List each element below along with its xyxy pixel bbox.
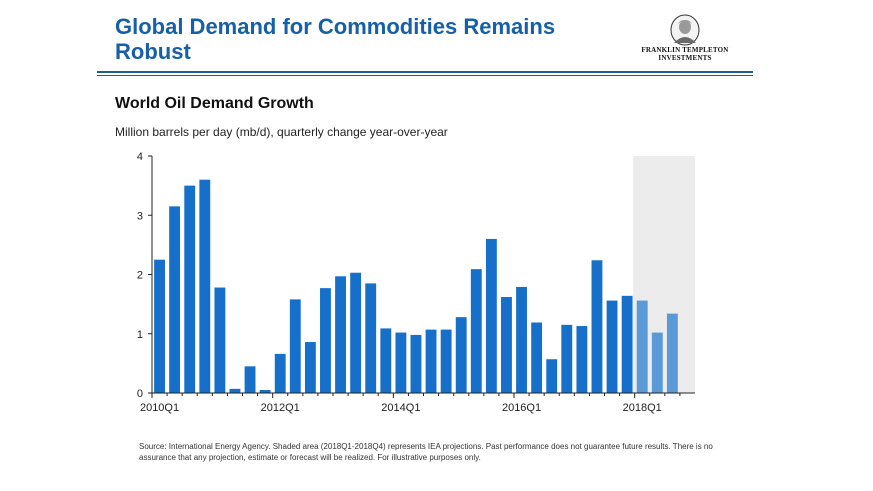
x-tick-label: 2018Q1	[623, 402, 662, 414]
x-tick-label: 2012Q1	[261, 402, 300, 414]
bar-2016q1	[516, 286, 527, 393]
bar-2018q1	[636, 300, 648, 393]
chart-subtitle: Million barrels per day (mb/d), quarterl…	[115, 125, 448, 139]
portrait-icon	[670, 14, 700, 46]
y-tick-label: 1	[137, 329, 143, 341]
y-tick-label: 0	[137, 388, 143, 400]
x-tick-label: 2014Q1	[381, 402, 420, 414]
bar-2013q3	[365, 283, 377, 393]
bar-2015q4	[501, 297, 512, 393]
bar-2010q1	[154, 259, 165, 393]
bar-2012q4	[320, 288, 331, 393]
bar-2010q2	[169, 206, 181, 393]
bar-2016q2	[531, 322, 543, 393]
bar-2018q3	[666, 313, 678, 393]
bar-2017q1	[576, 326, 588, 393]
bar-2017q3	[606, 300, 618, 393]
logo-text-line1: FRANKLIN TEMPLETON	[641, 46, 729, 54]
bar-2012q2	[289, 299, 301, 393]
bar-2016q4	[561, 324, 573, 393]
logo-text-line2: INVESTMENTS	[658, 54, 712, 62]
bar-2013q2	[350, 272, 362, 393]
bar-2017q2	[591, 260, 603, 393]
bar-2014q3	[425, 329, 437, 393]
bar-2014q4	[440, 329, 452, 393]
title-divider	[97, 71, 753, 73]
bar-2010q4	[199, 179, 211, 393]
bar-2015q1	[455, 317, 467, 393]
y-tick-label: 2	[137, 270, 143, 282]
bar-2013q4	[380, 328, 392, 393]
bar-2011q1	[214, 287, 226, 393]
chart-title: World Oil Demand Growth	[115, 95, 314, 112]
bar-2014q1	[395, 332, 407, 393]
bar-2014q2	[410, 334, 422, 393]
y-tick-label: 4	[137, 151, 143, 163]
x-tick-label: 2010Q1	[140, 402, 179, 414]
bar-2015q2	[470, 269, 482, 393]
bar-2012q3	[304, 342, 316, 393]
bar-2010q3	[184, 185, 196, 394]
franklin-templeton-logo: FRANKLIN TEMPLETON INVESTMENTS	[630, 14, 740, 66]
bar-2011q2	[229, 388, 241, 393]
title-divider-thin	[97, 75, 753, 76]
bar-2012q1	[274, 353, 286, 393]
bar-2015q3	[485, 238, 497, 393]
bar-2011q3	[244, 366, 256, 393]
bar-2011q4	[259, 390, 271, 393]
bar-2018q2	[651, 332, 663, 393]
bar-2016q3	[546, 359, 558, 393]
bar-chart: 0 1 2 3 4 2010Q1 2012Q1 2014Q1 2016Q1 2018Q1	[137, 151, 695, 414]
page-title: Global Demand for Commodities Remains Ro…	[115, 14, 556, 64]
slide: Global Demand for Commodities Remains Ro…	[97, 0, 753, 491]
x-tick-label: 2016Q1	[502, 402, 541, 414]
y-tick-label: 3	[137, 210, 143, 222]
bar-2017q4	[621, 295, 633, 393]
bar-2013q1	[335, 276, 346, 393]
source-note: Source: International Energy Agency. Sha…	[139, 442, 713, 462]
